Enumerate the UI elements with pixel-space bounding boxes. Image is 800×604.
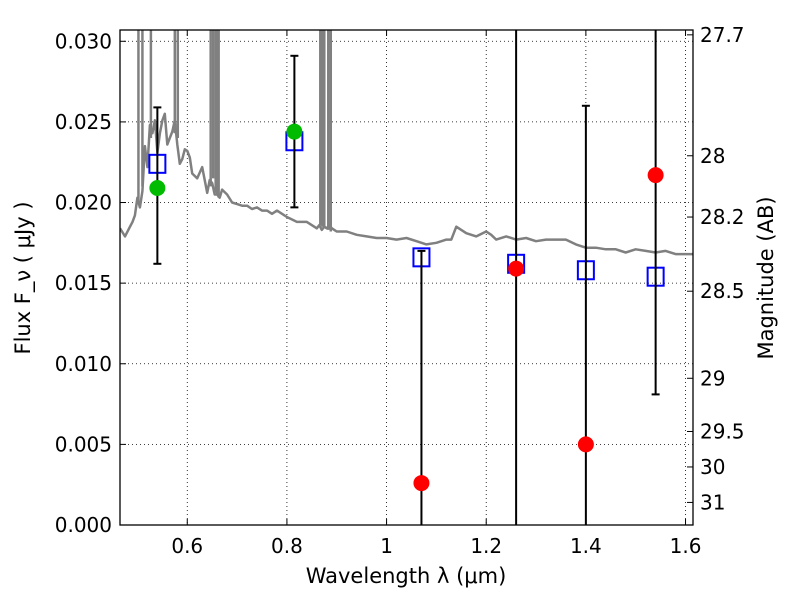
y2-tick-label: 29 <box>700 366 725 390</box>
y-tick-label: 0.025 <box>55 110 112 134</box>
y2-tick-label: 30 <box>700 455 725 479</box>
model-spectrum-line <box>120 112 693 256</box>
x-tick-label: 1 <box>380 534 393 558</box>
observed-flux-point <box>149 180 166 197</box>
x-tick-label: 1.4 <box>570 534 602 558</box>
y-tick-label: 0.020 <box>55 191 112 215</box>
x-tick-label: 1.6 <box>670 534 702 558</box>
y-tick-label: 0.030 <box>55 29 112 53</box>
observed-flux-point <box>286 123 303 140</box>
y2-tick-label: 31 <box>700 490 725 514</box>
y2-tick-label: 28 <box>700 144 725 168</box>
y2-tick-label: 28.5 <box>700 279 745 303</box>
y2-tick-label: 28.2 <box>700 205 745 229</box>
y-tick-label: 0.015 <box>55 271 112 295</box>
y-tick-label: 0.000 <box>55 513 112 537</box>
axes: 0.6 0.8 1 1.2 1.4 1.6 0.000 0.005 0.010 0.015 0.02… <box>55 23 745 558</box>
y2-tick-label: 27.7 <box>700 23 745 47</box>
data-layer <box>120 30 693 256</box>
y2-tick-label: 29.5 <box>700 419 745 443</box>
grid <box>120 30 693 526</box>
observed-flux-point <box>508 260 525 277</box>
y-axis-title: Flux F_ν ( μJy ) <box>11 201 36 354</box>
plot-frame <box>119 29 694 526</box>
observed-flux-point <box>647 167 664 184</box>
x-tick-label: 0.8 <box>271 534 303 558</box>
error-bars <box>148 30 665 525</box>
observed-flux-point <box>577 436 594 453</box>
observed-flux-point <box>413 475 430 492</box>
x-axis-title: Wavelength λ (μm) <box>306 564 507 588</box>
y-tick-label: 0.010 <box>55 352 112 376</box>
y-tick-label: 0.005 <box>55 432 112 456</box>
x-tick-label: 1.2 <box>470 534 502 558</box>
x-tick-label: 0.6 <box>171 534 203 558</box>
y2-axis-title: Magnitude (AB) <box>754 196 778 359</box>
